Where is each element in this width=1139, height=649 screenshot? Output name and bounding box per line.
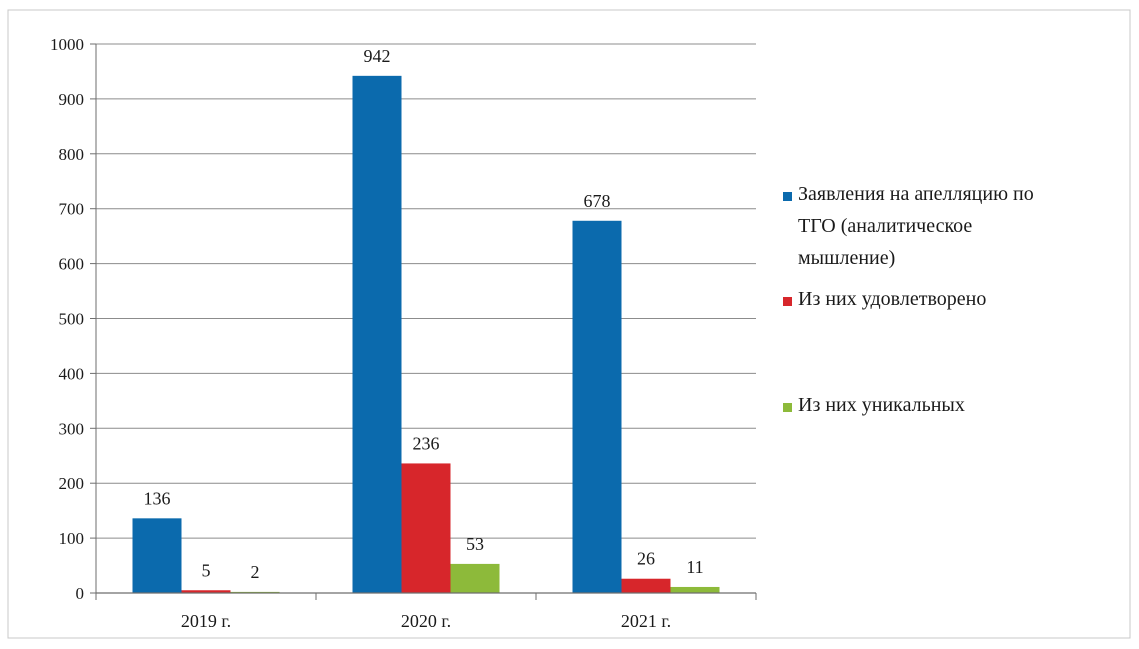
x-tick-label: 2021 г. bbox=[621, 611, 671, 631]
legend-swatch bbox=[783, 192, 792, 201]
y-tick-label: 200 bbox=[59, 474, 85, 493]
bar bbox=[352, 75, 402, 594]
data-label: 942 bbox=[364, 46, 391, 66]
y-tick-label: 100 bbox=[59, 529, 85, 548]
y-tick-label: 900 bbox=[59, 90, 85, 109]
y-tick-label: 800 bbox=[59, 145, 85, 164]
legend-swatch bbox=[783, 297, 792, 306]
bar bbox=[450, 563, 500, 593]
legend-label: мышление) bbox=[798, 247, 895, 269]
data-label: 26 bbox=[637, 549, 655, 569]
legend-label: Из них удовлетворено bbox=[798, 288, 986, 310]
y-tick-label: 600 bbox=[59, 255, 85, 274]
y-tick-label: 700 bbox=[59, 200, 85, 219]
bar bbox=[670, 586, 720, 593]
bar bbox=[181, 590, 231, 593]
data-label: 236 bbox=[413, 433, 440, 453]
data-labels: 136 5 2 942 236 53 678 26 11 bbox=[144, 46, 704, 582]
data-label: 53 bbox=[466, 534, 484, 554]
legend-label: Заявления на апелляцию по bbox=[798, 183, 1034, 205]
data-label: 136 bbox=[144, 488, 171, 508]
data-label: 2 bbox=[251, 562, 260, 582]
data-label: 5 bbox=[202, 560, 211, 580]
data-label: 11 bbox=[686, 557, 703, 577]
data-label: 678 bbox=[584, 191, 611, 211]
bar bbox=[132, 518, 182, 593]
axes: 0 100 200 300 400 500 600 700 800 900 1000 2019 г. 2… bbox=[50, 35, 757, 631]
x-tick-label: 2020 г. bbox=[401, 611, 451, 631]
y-tick-label: 0 bbox=[76, 584, 85, 603]
legend-label: Из них уникальных bbox=[798, 394, 965, 416]
y-tick-label: 400 bbox=[59, 364, 85, 383]
y-tick-label: 300 bbox=[59, 419, 85, 438]
bar bbox=[401, 463, 451, 593]
gridlines bbox=[96, 43, 756, 539]
bars bbox=[132, 75, 720, 594]
legend-swatch bbox=[783, 403, 792, 412]
legend: Заявления на апелляцию по ТГО (аналитичес… bbox=[783, 183, 1034, 416]
chart-border bbox=[7, 9, 1131, 639]
y-tick-label: 1000 bbox=[50, 35, 84, 54]
legend-label: ТГО (аналитическое bbox=[798, 215, 972, 237]
bar bbox=[621, 578, 671, 593]
x-tick-label: 2019 г. bbox=[181, 611, 231, 631]
bar bbox=[572, 220, 622, 593]
y-tick-label: 500 bbox=[59, 310, 85, 329]
